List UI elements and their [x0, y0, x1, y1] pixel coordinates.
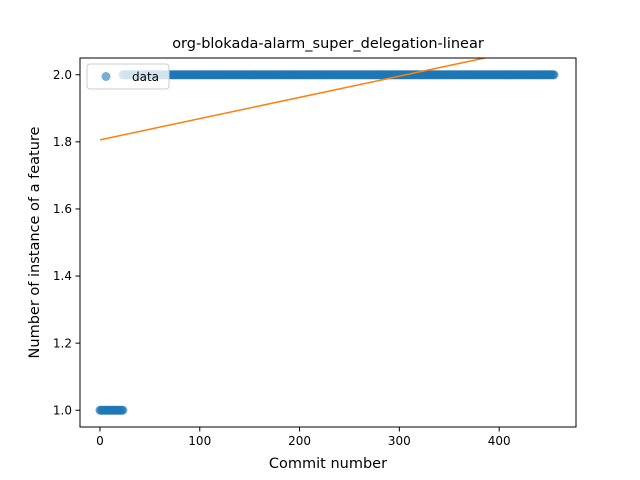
x-tick-label: 100	[188, 434, 211, 448]
y-tick-label: 1.8	[53, 135, 72, 149]
x-axis-label: Commit number	[269, 456, 387, 472]
data-layer	[95, 58, 559, 415]
legend: data	[86, 63, 170, 90]
fit-line	[99, 58, 489, 141]
x-tick-label: 200	[288, 434, 311, 448]
y-tick-label: 1.6	[53, 202, 72, 216]
y-axis-ticks: 1.0 1.2 1.4 1.6 1.8 2.0	[53, 68, 80, 417]
data-point	[549, 70, 559, 80]
data-point	[118, 405, 128, 415]
legend-box	[86, 63, 170, 90]
y-tick-label: 1.2	[53, 336, 72, 350]
y-axis-label: Number of instance of a feature	[27, 126, 43, 358]
x-tick-label: 0	[96, 434, 104, 448]
y-tick-label: 2.0	[53, 68, 72, 82]
chart-title: org-blokada-alarm_super_delegation-linea…	[172, 36, 484, 52]
y-tick-label: 1.4	[53, 269, 72, 283]
legend-marker-data	[101, 72, 111, 81]
y-tick-label: 1.0	[53, 403, 72, 417]
x-tick-label: 300	[388, 434, 411, 448]
legend-label-data: data	[132, 70, 159, 84]
x-tick-label: 400	[488, 434, 511, 448]
x-axis-ticks: 0 100 200 300 400	[96, 427, 511, 448]
plot-frame	[79, 57, 577, 428]
